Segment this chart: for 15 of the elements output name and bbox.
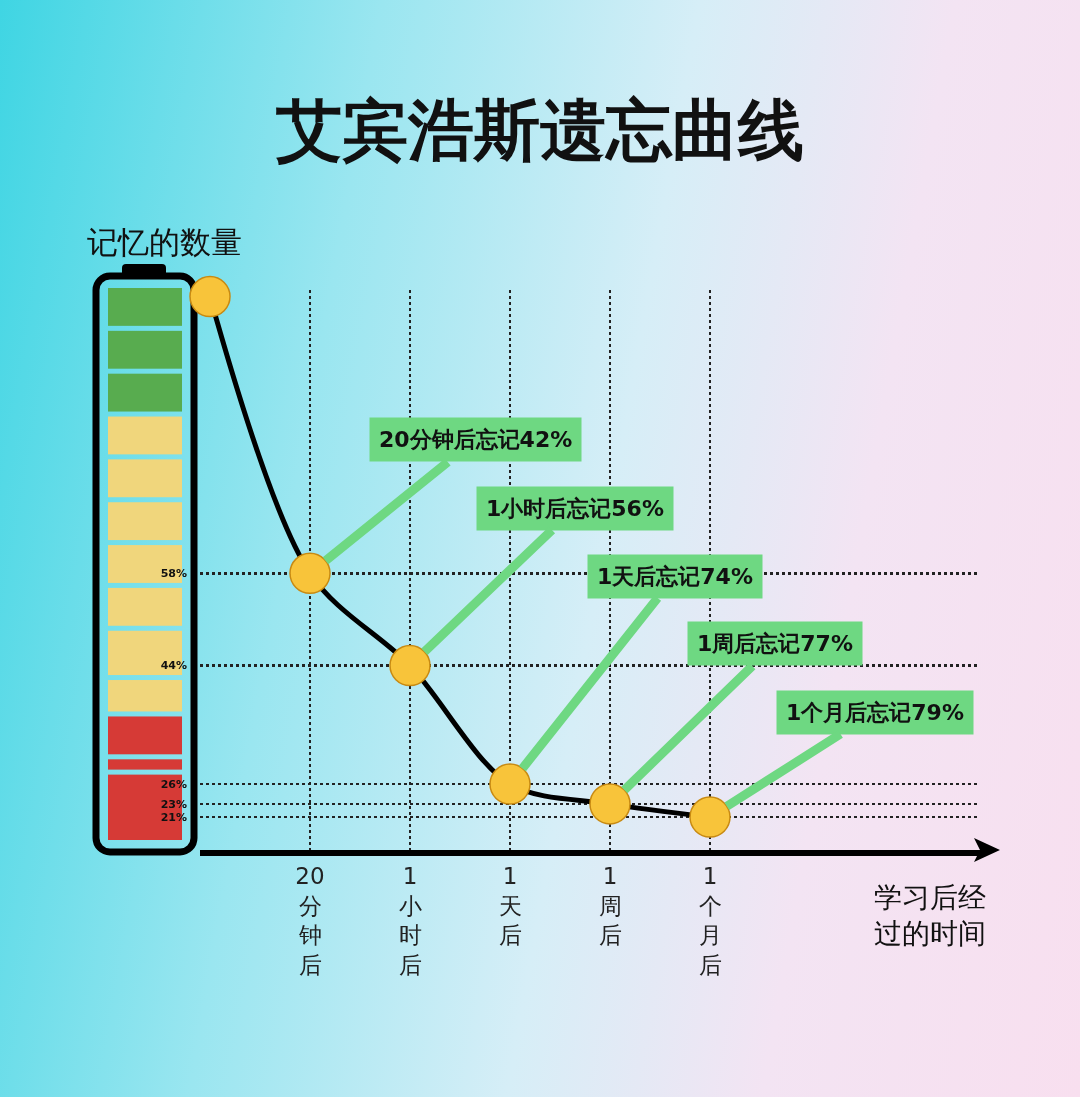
x-tick-label: 1天后 bbox=[498, 862, 522, 949]
annotation: 20分钟后忘记42% bbox=[379, 427, 573, 452]
annotation: 1个月后忘记79% bbox=[786, 700, 964, 725]
x-tick-label: 1小时后 bbox=[398, 862, 422, 979]
chart-title: 艾宾浩斯遗忘曲线 bbox=[276, 92, 804, 170]
y-tick-label: 58% bbox=[160, 567, 187, 581]
annotation: 1小时后忘记56% bbox=[486, 496, 664, 521]
x-tick-label: 1周后 bbox=[598, 862, 622, 949]
x-axis-title: 学习后经过的时间 bbox=[874, 881, 986, 951]
y-axis-title: 记忆的数量 bbox=[87, 224, 242, 260]
annotation: 1天后忘记74% bbox=[597, 564, 753, 589]
annotation: 1周后忘记77% bbox=[697, 631, 853, 656]
x-tick-label: 1个月后 bbox=[698, 862, 722, 979]
y-tick-label: 44% bbox=[160, 659, 187, 673]
x-tick-label: 20分钟后 bbox=[295, 862, 325, 979]
